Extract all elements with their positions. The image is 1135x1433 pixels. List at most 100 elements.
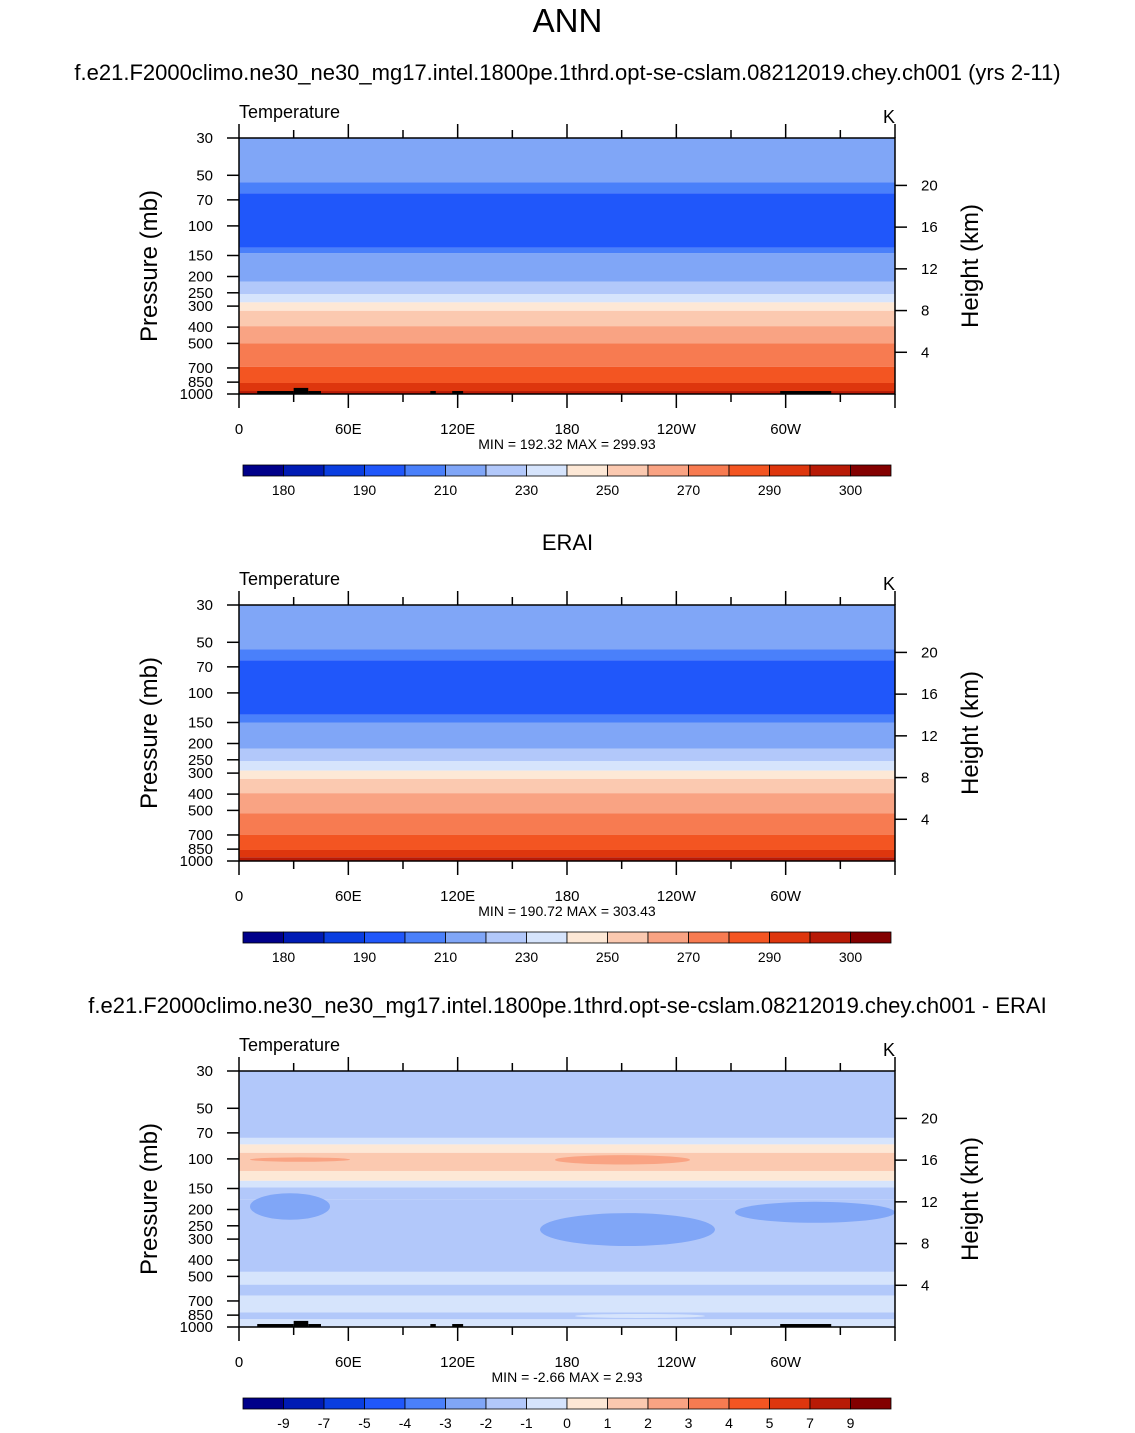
colorbar-label: 2 [644,1415,652,1431]
panel-model: Temperature K 0 60E 120E 180 120W 60W 30 50 70 100 1… [136,102,984,498]
contour-band [239,649,895,661]
colorbar-label: -5 [358,1415,371,1431]
colorbar-swatch [728,931,770,944]
contour-band [239,834,895,850]
y-tick-label: 400 [188,319,213,336]
colorbar-swatch [850,1397,892,1410]
contour-band [239,770,895,779]
colorbar-label: -9 [277,1415,290,1431]
contour-band [239,1284,895,1296]
y-tick-label: 200 [188,736,213,753]
colorbar-swatch [769,1397,811,1410]
colorbar-swatch [323,931,365,944]
contour-band [239,1170,895,1181]
x-tick-label: 120E [440,1354,475,1371]
topography-mask [257,391,294,394]
x-tick-label: 60W [770,1354,802,1371]
colorbar-swatch [728,464,770,477]
units-label: K [883,1040,895,1060]
height-tick-label: 20 [921,1110,938,1127]
colorbar-swatch [769,931,811,944]
x-tick-label: 120W [657,421,697,438]
colorbar-label: 270 [677,482,701,498]
contour-band [239,182,895,194]
contour-band [239,722,895,749]
colorbar-label: 180 [272,482,296,498]
contour-band [239,1144,895,1153]
contour-band [239,253,895,282]
colorbar-swatch [809,464,851,477]
x-tick-label: 180 [554,1354,579,1371]
colorbar-label: 1 [604,1415,612,1431]
y-axis-title-right: Height (km) [957,1137,984,1261]
colorbar-swatch [809,931,851,944]
height-tick-label: 12 [921,1194,938,1211]
x-tick-label: 60W [770,421,802,438]
x-tick-label: 0 [235,1354,243,1371]
colorbar-swatch [607,464,649,477]
colorbar-label: 300 [839,482,863,498]
x-tick-label: 0 [235,888,243,905]
contour-anomaly [250,1193,330,1220]
contour-band [239,1187,895,1200]
topography-mask [257,1324,294,1327]
colorbar-label: 5 [766,1415,774,1431]
variable-label: Temperature [239,102,340,122]
colorbar-label: -7 [318,1415,331,1431]
colorbar-swatch [364,464,406,477]
contour-band [239,605,895,650]
colorbar-label: 250 [596,482,620,498]
contour-anomaly [575,1313,705,1318]
contour-anomaly [540,1213,715,1247]
height-tick-label: 8 [921,770,929,787]
y-tick-label: 100 [188,1151,213,1168]
topography-mask [293,387,309,394]
contour-band [239,391,895,394]
contour-band [239,748,895,762]
height-tick-label: 16 [921,219,938,236]
contour-band [239,247,895,254]
x-tick-label: 0 [235,421,243,438]
height-tick-label: 4 [921,344,929,361]
y-tick-label: 50 [196,167,213,184]
y-tick-label: 300 [188,298,213,315]
height-tick-label: 16 [921,1152,938,1169]
y-tick-label: 50 [196,1100,213,1117]
contour-band [239,138,895,183]
y-axis-title-right: Height (km) [957,204,984,328]
colorbar-label: 300 [839,949,863,965]
colorbar-swatch [364,1397,406,1410]
colorbar-swatch [647,464,689,477]
colorbar-label: -1 [520,1415,533,1431]
x-tick-label: 120E [440,888,475,905]
topography-mask [452,391,464,394]
colorbar-swatch [566,464,608,477]
contour-band [239,1319,895,1327]
colorbar-swatch [404,931,446,944]
y-tick-label: 30 [196,130,213,147]
contour-band [239,1071,895,1138]
panel-diff: Temperature K0 60E 120E 180 120W 60W3050701001… [136,1035,984,1431]
colorbar-swatch [485,1397,527,1410]
topography-mask [452,1324,464,1327]
colorbar-swatch [647,1397,689,1410]
y-tick-label: 500 [188,802,213,819]
topography-mask [308,1324,321,1327]
y-axis-title-right: Height (km) [957,671,984,795]
contour-band [239,310,895,327]
height-tick-label: 12 [921,261,938,278]
colorbar-swatch [526,931,568,944]
contour-band [239,1271,895,1285]
colorbar-label: 250 [596,949,620,965]
y-tick-label: 1000 [180,386,213,403]
topography-mask [780,391,832,394]
colorbar-swatch [647,931,689,944]
colorbar-label: -2 [480,1415,493,1431]
colorbar-swatch [242,931,284,944]
y-tick-label: 50 [196,634,213,651]
contour-anomaly [555,1155,690,1165]
y-tick-label: 250 [188,1218,213,1235]
y-tick-label: 500 [188,1268,213,1285]
x-tick-label: 120W [657,1354,697,1371]
